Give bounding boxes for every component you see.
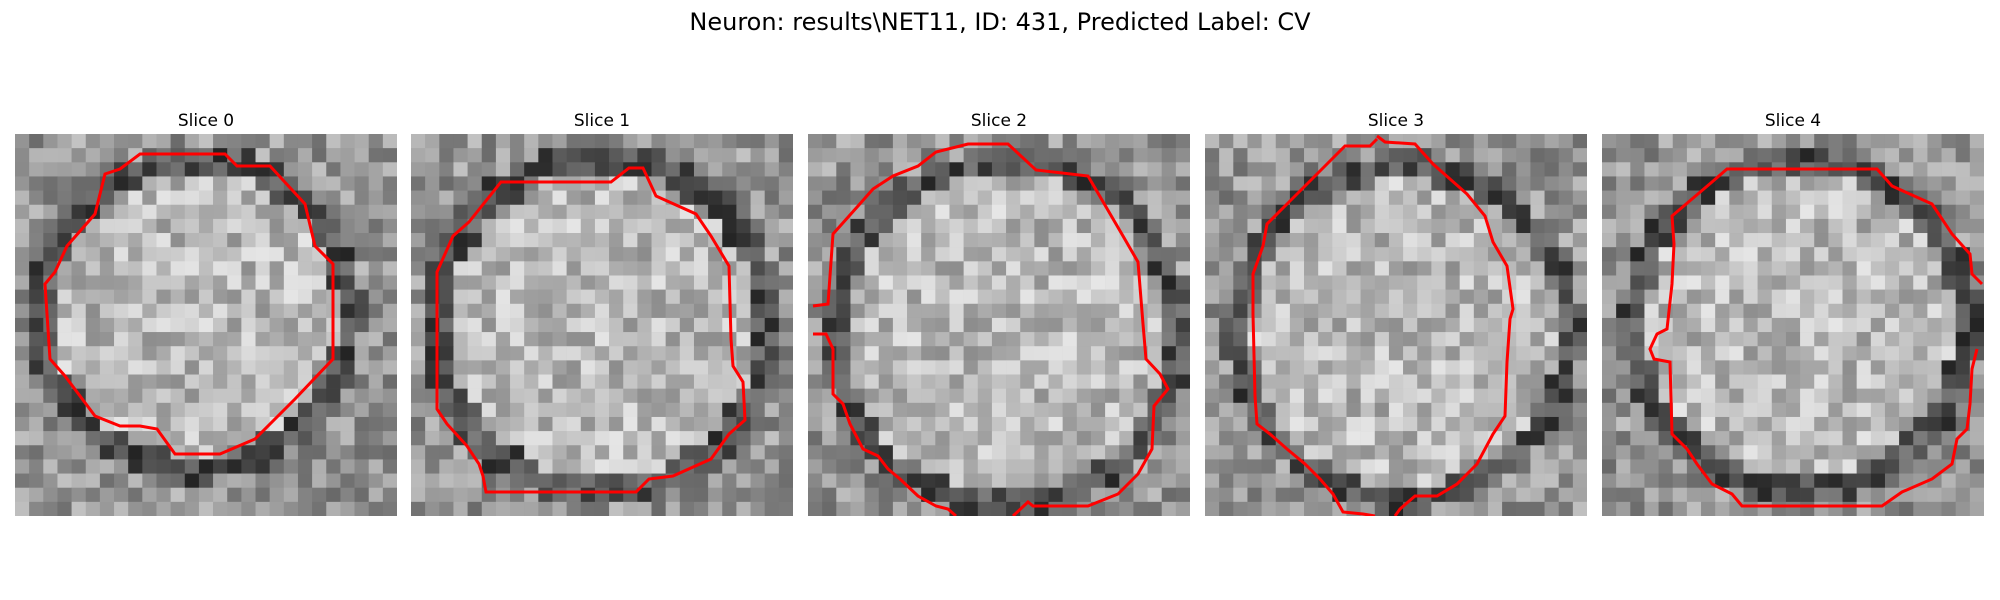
slice-panel-1: Slice 1 bbox=[411, 108, 793, 516]
slice-image bbox=[411, 134, 793, 516]
slice-panel-4: Slice 4 bbox=[1602, 108, 1984, 516]
slice-panel-2: Slice 2 bbox=[808, 108, 1190, 516]
slice-title: Slice 4 bbox=[1764, 111, 1822, 131]
grayscale-pixel-grid bbox=[808, 134, 1190, 516]
segmentation-contour bbox=[812, 142, 1170, 516]
segmentation-contour bbox=[1648, 167, 1984, 508]
grayscale-pixel-grid bbox=[1205, 134, 1587, 516]
grayscale-pixel-grid bbox=[411, 134, 793, 516]
grayscale-pixel-grid bbox=[15, 134, 397, 516]
slice-panel-3: Slice 3 bbox=[1205, 108, 1587, 516]
slice-title: Slice 0 bbox=[177, 111, 235, 131]
slice-title: Slice 2 bbox=[970, 111, 1028, 131]
figure-title: Neuron: results\NET11, ID: 431, Predicte… bbox=[689, 8, 1311, 36]
slice-image bbox=[15, 134, 397, 516]
slice-image bbox=[808, 134, 1190, 516]
segmentation-contour bbox=[43, 152, 335, 456]
slice-title: Slice 1 bbox=[573, 111, 631, 131]
grayscale-pixel-grid bbox=[1602, 134, 1984, 516]
segmentation-contour bbox=[435, 166, 747, 494]
segmentation-contour bbox=[1251, 134, 1515, 516]
slice-title: Slice 3 bbox=[1367, 111, 1425, 131]
slice-image bbox=[1602, 134, 1984, 516]
slice-image bbox=[1205, 134, 1587, 516]
slice-panel-0: Slice 0 bbox=[15, 108, 397, 516]
